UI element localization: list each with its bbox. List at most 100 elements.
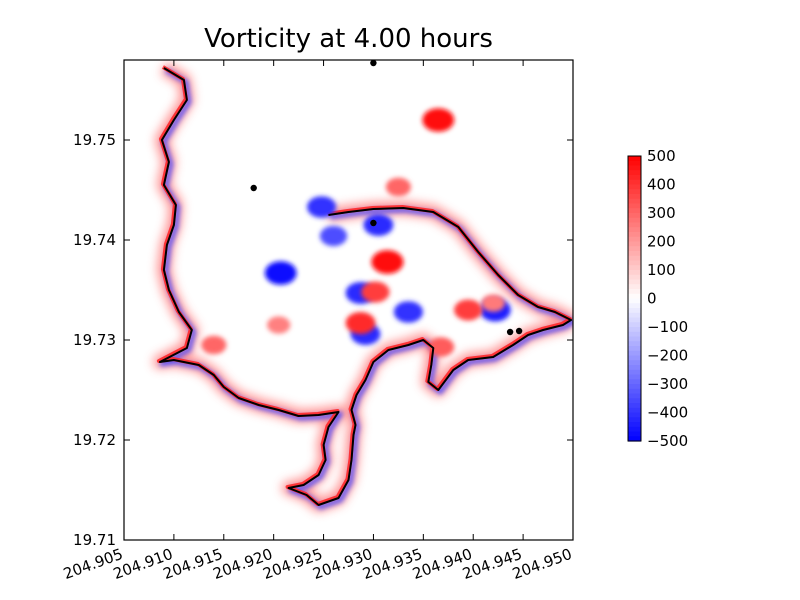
colorbar-tick-label: 0 xyxy=(647,290,657,308)
colorbar-segment xyxy=(628,194,641,200)
colorbar-segment xyxy=(628,355,641,361)
vortex-3 xyxy=(363,214,394,236)
colorbar-tick-label: 400 xyxy=(647,176,676,194)
y-tick-label: 19.74 xyxy=(73,231,116,249)
colorbar-segment xyxy=(628,384,641,390)
colorbar-segment xyxy=(628,251,641,257)
colorbar-segment xyxy=(628,213,641,219)
colorbar-segment xyxy=(628,398,641,404)
colorbar-segment xyxy=(628,170,641,176)
colorbar-segment xyxy=(628,165,641,171)
colorbar-segment xyxy=(628,346,641,352)
marker-3 xyxy=(506,328,514,336)
colorbar-segment xyxy=(628,308,641,314)
marker-layer xyxy=(250,60,523,336)
colorbar-segment xyxy=(628,208,641,214)
colorbar-segment xyxy=(628,327,641,333)
vortex-7 xyxy=(307,196,337,218)
colorbar-segment xyxy=(628,374,641,380)
colorbar-segment xyxy=(628,379,641,385)
vortex-layer xyxy=(201,108,511,357)
colorbar-segment xyxy=(628,331,641,338)
vortex-8 xyxy=(371,250,404,274)
vortex-14 xyxy=(481,294,506,312)
y-tick-label: 19.72 xyxy=(73,431,116,449)
colorbar-tick-label: 100 xyxy=(647,261,676,279)
colorbar-segment xyxy=(628,156,641,162)
colorbar-segment xyxy=(628,222,641,228)
colorbar-segment xyxy=(628,274,641,281)
colorbar-segment xyxy=(628,336,641,342)
vortex-16 xyxy=(267,316,291,334)
colorbar-segment xyxy=(628,184,641,190)
colorbar-segment xyxy=(628,312,641,319)
vortex-11 xyxy=(361,281,390,303)
colorbar-tick-label: −400 xyxy=(647,404,688,422)
colorbar-segment xyxy=(628,403,641,409)
colorbar-tick-label: −300 xyxy=(647,375,688,393)
vortex-17 xyxy=(201,335,227,355)
colorbar-segment xyxy=(628,317,641,323)
colorbar-segment xyxy=(628,189,641,195)
plot-frame xyxy=(123,59,574,541)
marker-4 xyxy=(515,327,523,335)
colorbar-segment xyxy=(628,436,641,442)
colorbar: 500 400 300 200 100 0 −100 −200 −300 −400 −500 xyxy=(627,147,688,450)
colorbar-segment xyxy=(628,303,641,309)
colorbar-segment xyxy=(628,198,641,205)
vortex-4 xyxy=(393,301,423,323)
colorbar-segment xyxy=(628,289,641,295)
colorbar-segment xyxy=(628,369,641,376)
vortex-13 xyxy=(385,177,411,197)
vortex-12 xyxy=(454,299,483,321)
vortex-0 xyxy=(264,261,297,285)
colorbar-segment xyxy=(628,255,641,262)
colorbar-segment xyxy=(628,393,641,399)
marker-2 xyxy=(370,219,377,227)
coastline xyxy=(158,67,572,506)
chart-title: Vorticity at 4.00 hours xyxy=(204,24,493,54)
colorbar-tick-label: 200 xyxy=(647,233,676,251)
colorbar-segment xyxy=(628,407,641,414)
vortex-10 xyxy=(345,312,376,334)
y-tick-label: 19.73 xyxy=(73,331,116,349)
colorbar-segment xyxy=(628,388,641,395)
colorbar-segment xyxy=(628,217,641,224)
colorbar-segment xyxy=(628,360,641,366)
colorbar-segment xyxy=(628,341,641,347)
colorbar-segment xyxy=(628,417,641,423)
colorbar-segment xyxy=(628,241,641,247)
colorbar-segment xyxy=(628,298,641,304)
colorbar-segment xyxy=(628,279,641,285)
y-axis: 19.71 19.72 19.73 19.74 19.75 xyxy=(73,131,573,549)
colorbar-segment xyxy=(628,365,641,371)
colorbar-ticks: 500 400 300 200 100 0 −100 −200 −300 −400 −500 xyxy=(637,147,688,450)
colorbar-segment xyxy=(628,422,641,428)
colorbar-segment xyxy=(628,175,641,181)
colorbar-tick-label: −500 xyxy=(647,432,688,450)
colorbar-segment xyxy=(628,284,641,290)
plot-area xyxy=(123,59,574,541)
colorbar-tick-label: −100 xyxy=(647,318,688,336)
colorbar-segment xyxy=(628,203,641,209)
colorbar-segment xyxy=(628,431,641,437)
colorbar-segment xyxy=(628,179,641,186)
colorbar-segment xyxy=(628,293,641,300)
colorbar-tick-label: −200 xyxy=(647,347,688,365)
colorbar-segment xyxy=(628,160,641,167)
colorbar-segment xyxy=(628,412,641,418)
colorbar-tick-label: 300 xyxy=(647,204,676,222)
colorbar-segment xyxy=(628,265,641,271)
vortex-9 xyxy=(422,108,455,132)
marker-1 xyxy=(250,184,257,192)
colorbar-segment xyxy=(628,350,641,357)
y-tick-label: 19.75 xyxy=(73,131,116,149)
colorbar-segment xyxy=(628,260,641,266)
colorbar-segment xyxy=(628,232,641,238)
vortex-15 xyxy=(428,337,455,357)
colorbar-segment xyxy=(628,236,641,243)
colorbar-frame xyxy=(627,155,642,442)
colorbar-segment xyxy=(628,270,641,276)
coastline-layer xyxy=(158,67,572,506)
